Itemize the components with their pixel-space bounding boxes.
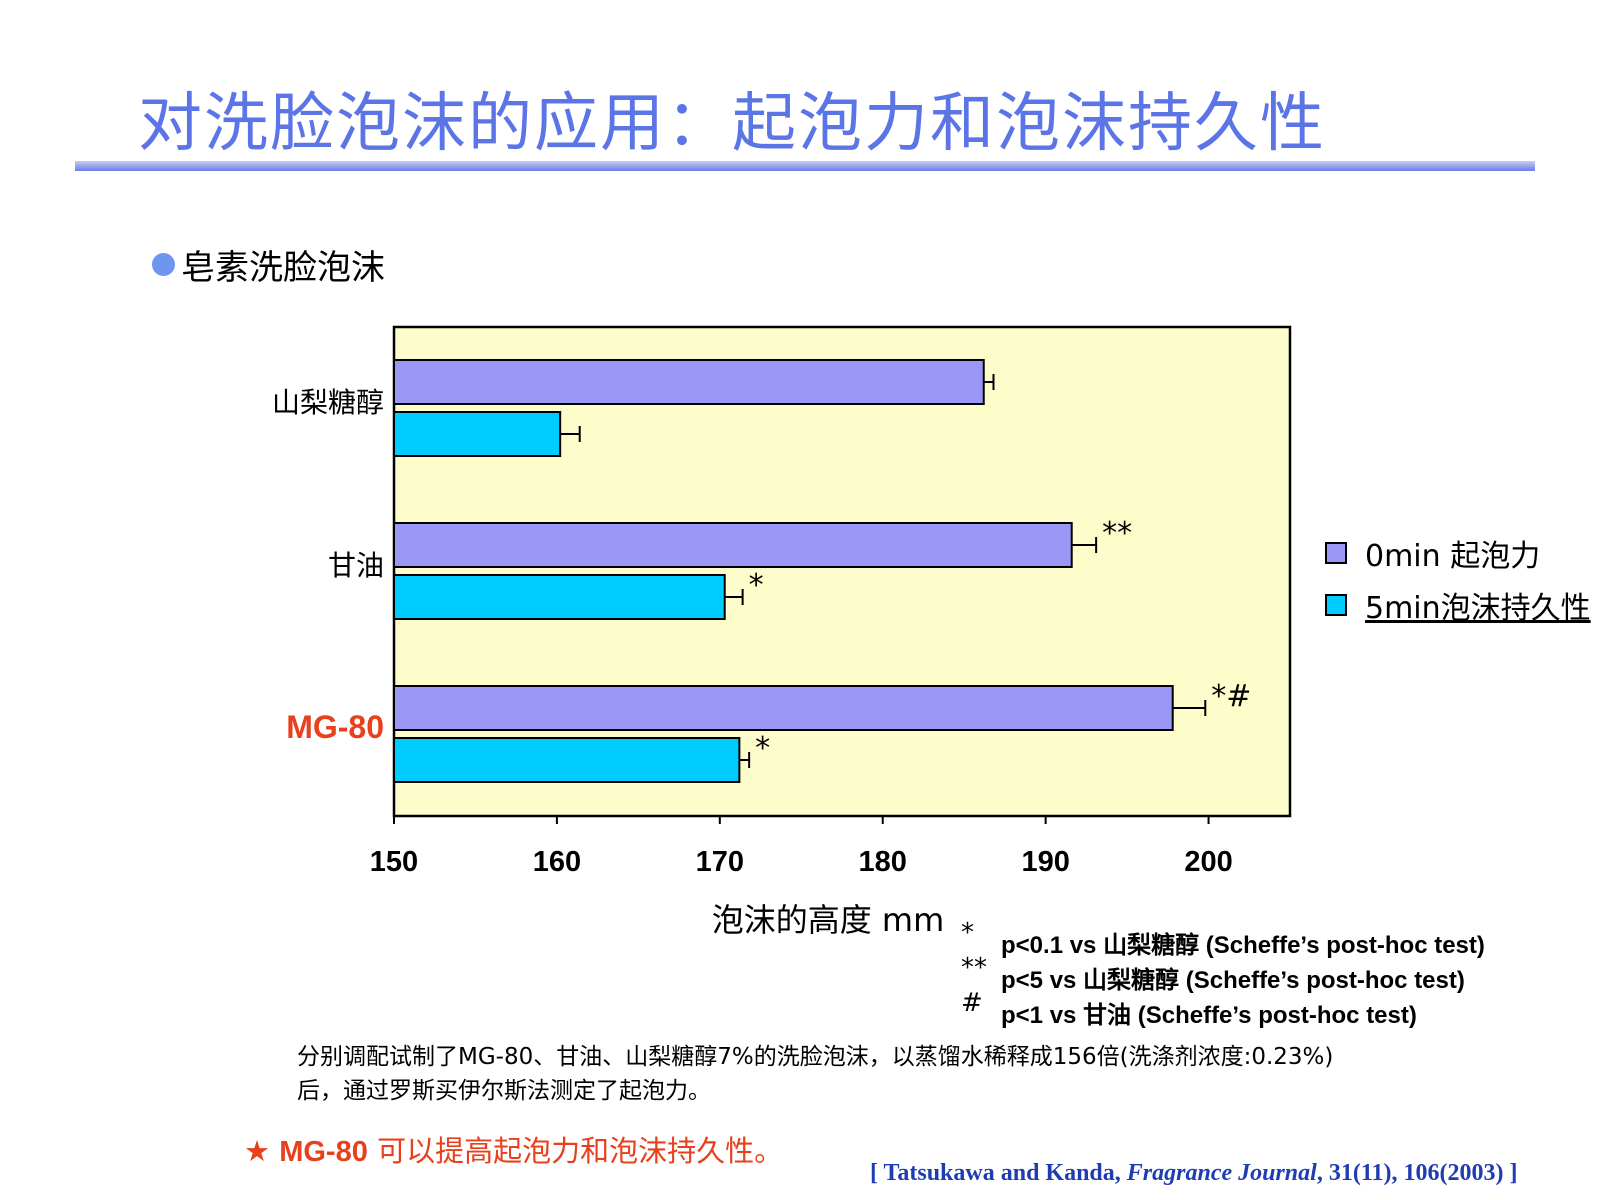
note-text: p<5 vs 山梨糖醇 (Scheffe’s post-hoc test)	[1001, 967, 1465, 994]
bar	[393, 522, 1073, 568]
citation: [ Tatsukawa and Kanda, Fragrance Journal…	[870, 1160, 1517, 1187]
x-tick-label: 170	[696, 846, 744, 878]
legend-label-0min: 0min 起泡力	[1365, 539, 1541, 574]
note-mark: *	[961, 918, 974, 948]
citation-rest: , 31(11), 106(2003) ]	[1316, 1160, 1518, 1186]
legend-label-5min: 5min泡沫持久性	[1365, 591, 1591, 626]
conclusion-product: MG-80	[279, 1136, 368, 1168]
section-heading: 皂素洗脸泡沫	[181, 248, 385, 288]
bar	[393, 411, 562, 457]
section-bullet: 皂素洗脸泡沫	[152, 240, 385, 289]
significance-mark: *	[749, 568, 764, 603]
significance-mark: **	[1102, 516, 1132, 551]
note-row-single-star: * p<0.1 vs 山梨糖醇 (Scheffe’s post-hoc test…	[961, 918, 1485, 963]
method-description: 分别调配试制了MG-80、甘油、山梨糖醇7%的洗脸泡沫，以蒸馏水稀释成156倍(…	[297, 1044, 1334, 1104]
category-label: 甘油	[328, 549, 384, 582]
bullet-dot-icon	[152, 253, 175, 276]
legend-item-5min: 5min泡沫持久性	[1325, 579, 1591, 631]
category-label: 山梨糖醇	[272, 386, 384, 419]
significance-notes: * p<0.1 vs 山梨糖醇 (Scheffe’s post-hoc test…	[961, 918, 1485, 1033]
bar	[393, 737, 741, 783]
x-axis-label: 泡沫的高度 mm	[712, 901, 945, 939]
x-tick-label: 160	[533, 846, 581, 878]
category-label: MG-80	[286, 709, 384, 745]
star-icon: ★	[244, 1134, 270, 1168]
x-tick-label: 190	[1021, 846, 1069, 878]
note-mark: **	[961, 953, 987, 983]
x-tick-label: 150	[370, 846, 418, 878]
significance-mark: *	[755, 731, 770, 766]
citation-journal: Fragrance Journal	[1126, 1160, 1317, 1186]
note-row-double-star: ** p<5 vs 山梨糖醇 (Scheffe’s post-hoc test)	[961, 953, 1485, 998]
conclusion-line: ★ MG-80 可以提高起泡力和泡沫持久性。	[244, 1128, 783, 1170]
bar	[393, 359, 985, 405]
x-tick-label: 200	[1184, 846, 1232, 878]
note-mark: #	[961, 988, 983, 1018]
bar	[393, 685, 1174, 731]
significance-mark: *#	[1211, 679, 1251, 714]
note-text: p<0.1 vs 山梨糖醇 (Scheffe’s post-hoc test)	[1001, 932, 1485, 959]
title-underline	[75, 161, 1535, 171]
chart-legend: 0min 起泡力 5min泡沫持久性	[1325, 527, 1591, 631]
citation-open: [ Tatsukawa and Kanda,	[870, 1160, 1127, 1186]
legend-item-0min: 0min 起泡力	[1325, 527, 1591, 579]
note-text: p<1 vs 甘油 (Scheffe’s post-hoc test)	[1001, 1002, 1417, 1029]
x-tick-label: 180	[859, 846, 907, 878]
legend-swatch-5min	[1325, 594, 1347, 616]
plot-area	[392, 325, 1292, 818]
page-title: 对洗脸泡沫的应用：起泡力和泡沫持久性	[138, 87, 1326, 161]
legend-swatch-0min	[1325, 542, 1347, 564]
conclusion-text: 可以提高起泡力和泡沫持久性。	[377, 1134, 784, 1168]
note-row-hash: # p<1 vs 甘油 (Scheffe’s post-hoc test)	[961, 988, 1485, 1033]
bar	[393, 574, 726, 620]
